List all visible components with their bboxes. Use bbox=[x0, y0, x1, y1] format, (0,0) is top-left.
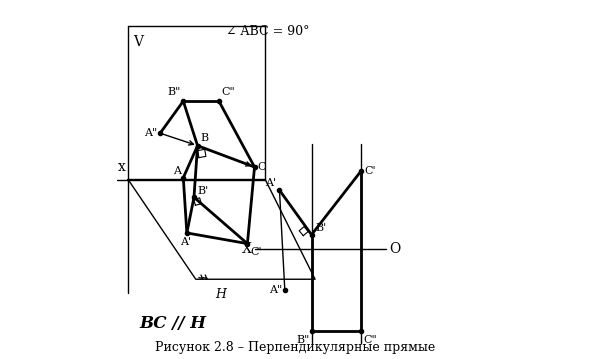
Text: A": A" bbox=[269, 285, 282, 295]
Text: x: x bbox=[118, 160, 126, 174]
Text: B': B' bbox=[315, 223, 326, 233]
Text: BC // H: BC // H bbox=[139, 315, 206, 332]
Text: B': B' bbox=[197, 186, 209, 196]
Text: Рисунок 2.8 – Перпендикулярные прямые: Рисунок 2.8 – Перпендикулярные прямые bbox=[155, 341, 436, 354]
Text: H: H bbox=[215, 288, 226, 301]
Text: C': C' bbox=[364, 165, 376, 176]
Text: C: C bbox=[258, 162, 266, 172]
Text: A": A" bbox=[144, 128, 157, 138]
Text: V: V bbox=[134, 35, 144, 49]
Text: C': C' bbox=[250, 247, 262, 257]
Text: ∠ ABC = 90°: ∠ ABC = 90° bbox=[226, 24, 310, 38]
Text: X: X bbox=[242, 242, 252, 256]
Text: B": B" bbox=[167, 87, 180, 97]
Text: A: A bbox=[174, 166, 181, 176]
Text: O: O bbox=[389, 242, 401, 256]
Text: A': A' bbox=[265, 178, 277, 188]
Text: B: B bbox=[200, 133, 209, 143]
Text: A': A' bbox=[180, 237, 191, 247]
Text: C": C" bbox=[363, 335, 377, 345]
Text: C": C" bbox=[222, 87, 235, 97]
Text: B": B" bbox=[296, 335, 310, 345]
